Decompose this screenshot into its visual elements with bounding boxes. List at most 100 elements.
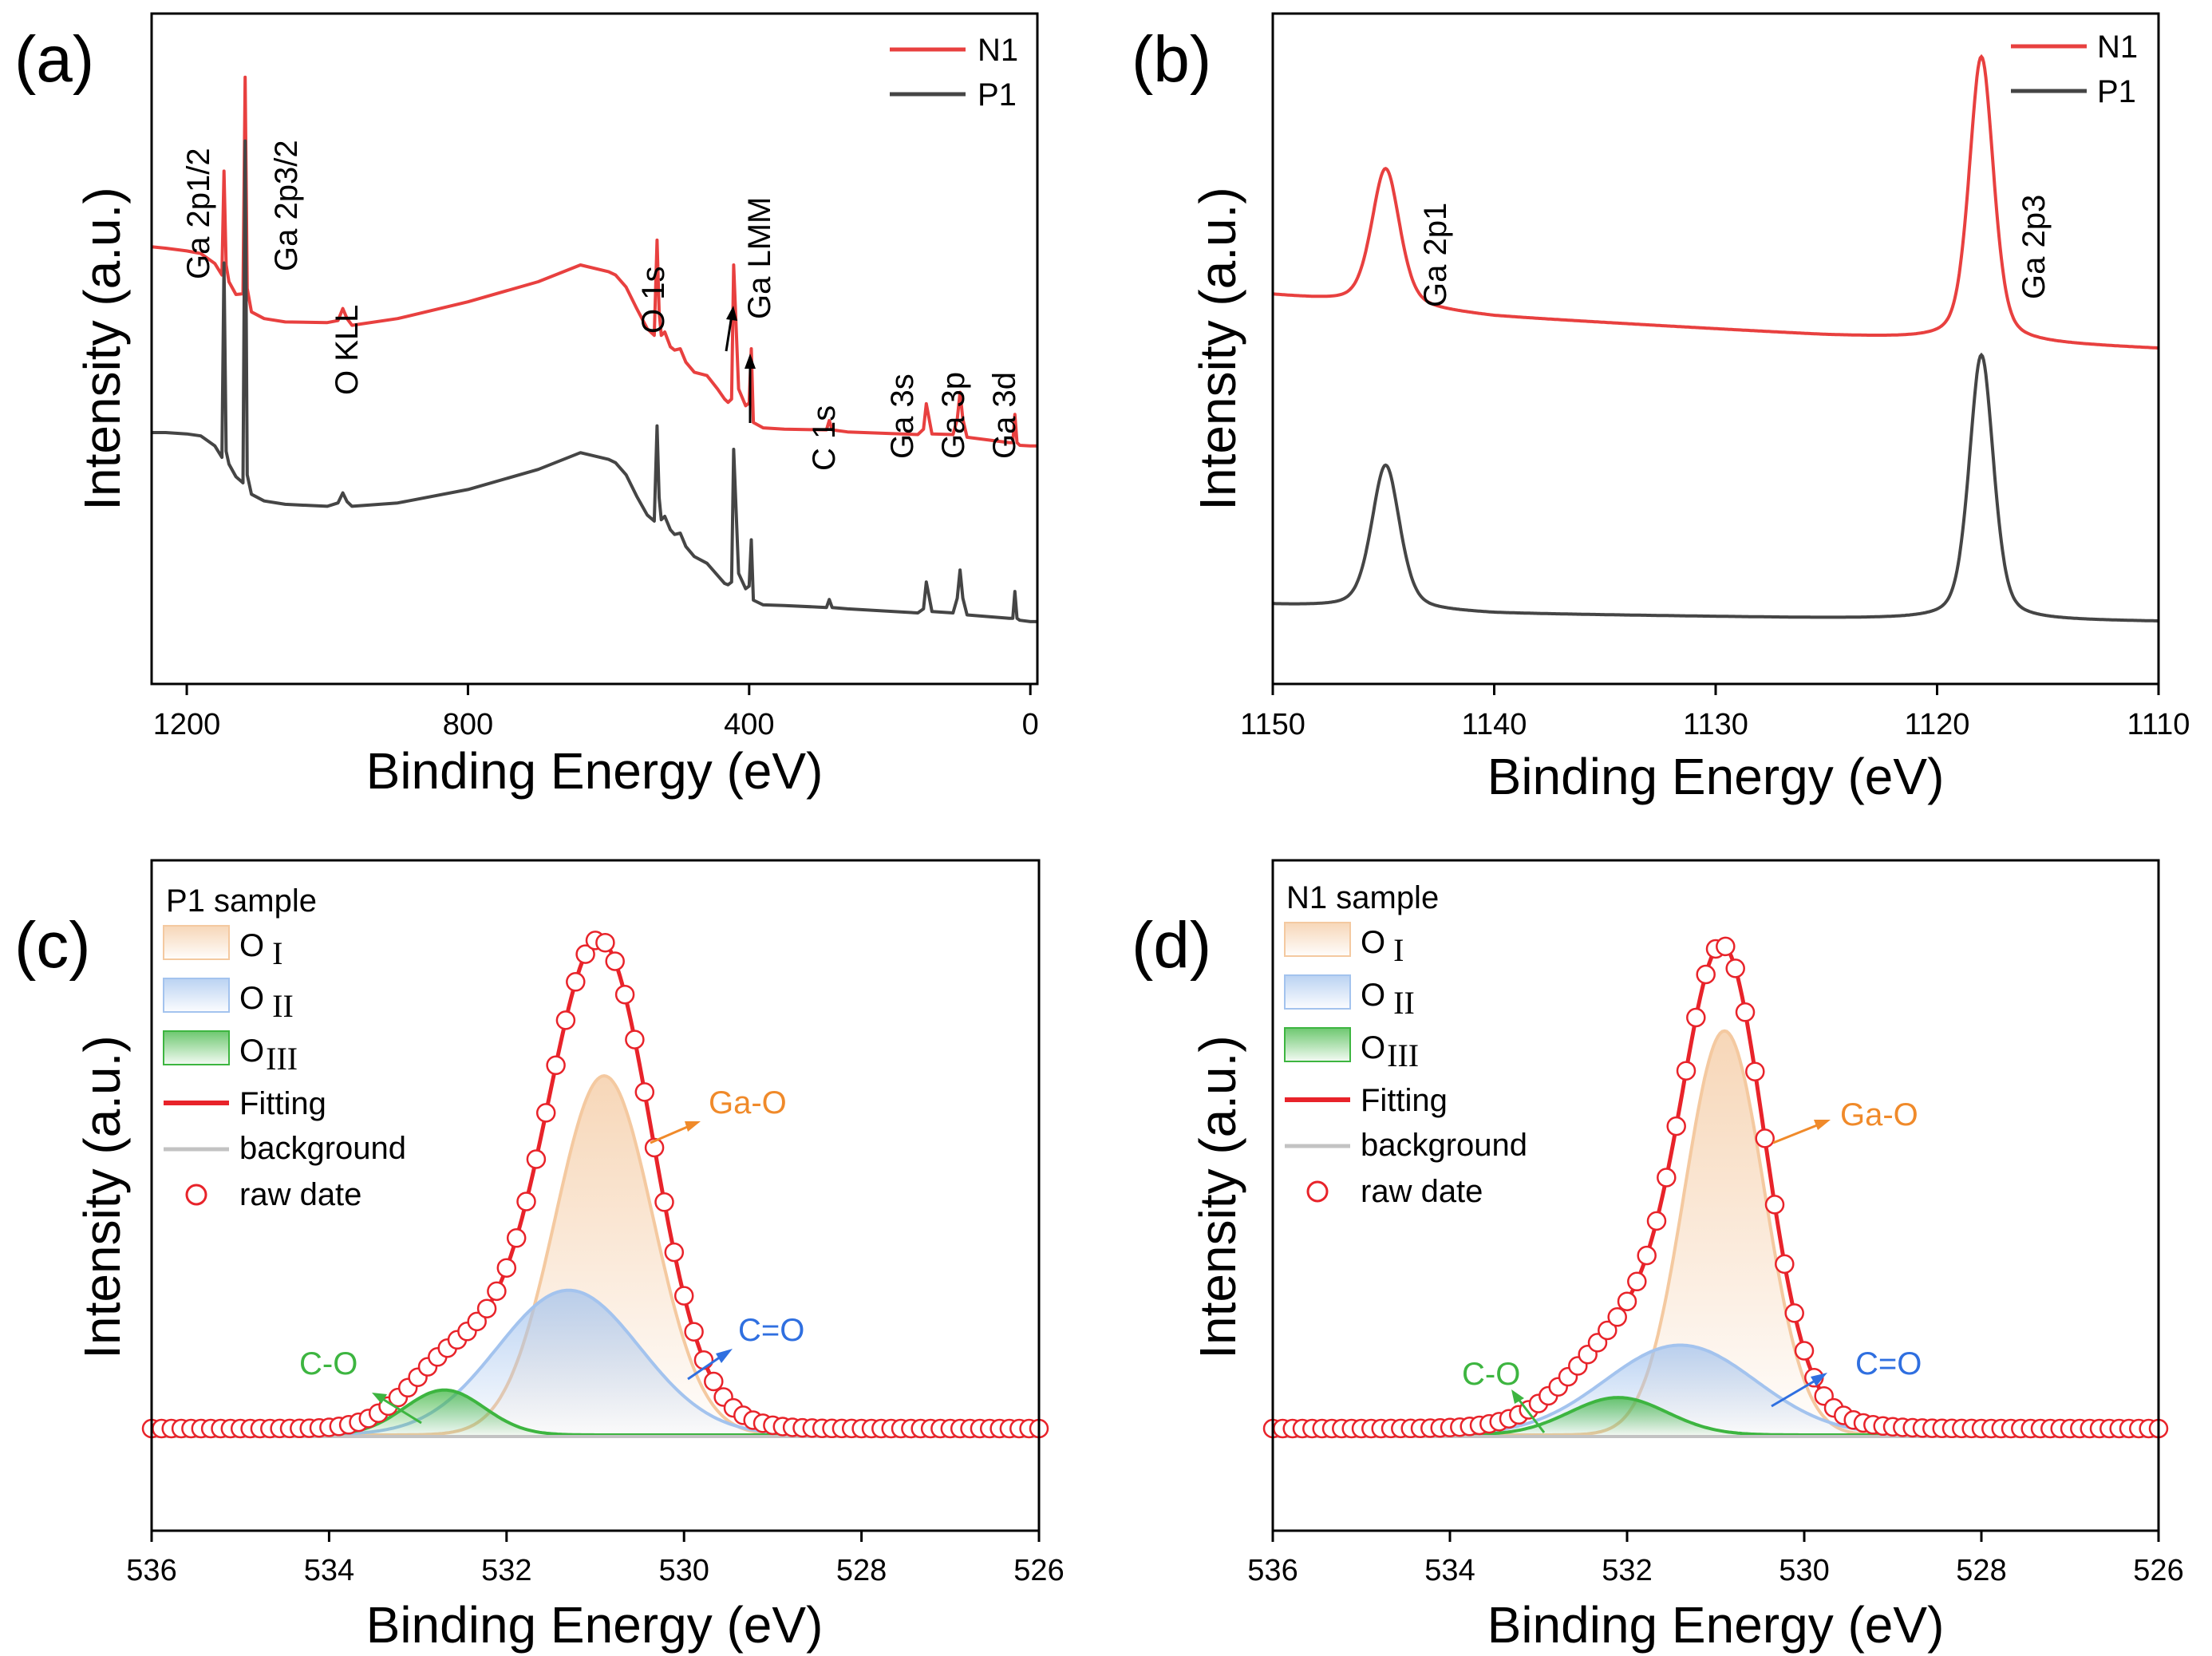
raw-data-point	[1794, 1341, 1815, 1361]
raw-data-point	[595, 932, 615, 953]
y-axis-label: Intensity (a.u.)	[1189, 1035, 1246, 1359]
raw-data-point	[614, 984, 635, 1005]
series-group	[151, 75, 1037, 623]
plot-frame	[150, 12, 1039, 686]
legend-swatch-raw	[185, 1184, 207, 1206]
arrow-head	[745, 354, 756, 369]
raw-data-point	[1725, 958, 1745, 978]
series-group	[1262, 936, 2169, 1439]
component-fill-2	[152, 1290, 1039, 1435]
legend-label-o3: OIII	[239, 1034, 298, 1077]
legend-title: P1 sample	[166, 883, 317, 919]
legend-label-fitting: Fitting	[239, 1086, 326, 1121]
legend-label-p1: P1	[978, 77, 1017, 113]
annotation-c-eq-o: C=O	[1855, 1346, 1922, 1381]
raw-data-point	[654, 1192, 674, 1212]
legend-o3-sub: III	[1387, 1037, 1419, 1073]
legend-swatch-o2	[1284, 974, 1351, 1010]
x-tick-label: 1150	[1240, 708, 1305, 741]
legend-swatch-o1	[163, 925, 230, 960]
x-tick-label: 400	[724, 708, 774, 741]
raw-data-point	[476, 1298, 497, 1318]
raw-data-point	[1607, 1307, 1627, 1327]
raw-data-point	[1666, 1116, 1686, 1136]
legend-swatch-o1	[1284, 922, 1351, 957]
arrow-c-eq-o	[687, 1354, 724, 1381]
arrow-ga-o	[1772, 1122, 1822, 1144]
arrow-c-o	[1516, 1397, 1546, 1433]
annotation-ga-3p: Ga 3p	[936, 372, 971, 459]
legend-swatch-o2	[163, 978, 230, 1013]
raw-data-point	[644, 1137, 665, 1158]
raw-data-point	[1686, 1007, 1706, 1028]
x-ticks: 536 534 532 530 528 526	[1247, 1531, 2184, 1587]
x-tick-label: 528	[836, 1554, 887, 1587]
legend-o1-sub: I	[1393, 932, 1404, 968]
legend-o3-main: O	[1361, 1030, 1385, 1065]
raw-data-point	[1637, 1245, 1657, 1266]
x-tick-label: 1110	[2127, 708, 2190, 741]
y-axis-label: Intensity (a.u.)	[73, 187, 131, 511]
raw-data-point	[1657, 1168, 1677, 1188]
raw-data-point	[1627, 1271, 1647, 1292]
legend-o3-sub: III	[266, 1041, 298, 1077]
panel-b: (b) 1150 1140 1130 1120 1110 Binding Energy …	[1132, 12, 2190, 805]
annotation-o-1s: O 1s	[636, 267, 671, 334]
x-ticks: 1150 1140 1130 1120 1110	[1240, 684, 2190, 741]
legend-label-n1: N1	[2097, 30, 2138, 65]
legend-swatch-o3	[1284, 1027, 1351, 1062]
legend-label-p1: P1	[2097, 74, 2136, 109]
raw-data-point	[634, 1082, 655, 1102]
legend-title: N1 sample	[1286, 880, 1439, 915]
raw-data-point	[1646, 1211, 1667, 1231]
raw-data-point	[664, 1242, 685, 1263]
legend-o1-main: O	[239, 928, 264, 963]
raw-data-point	[546, 1055, 566, 1076]
series-line-n1	[1272, 53, 2159, 350]
arrow-c-eq-o	[1771, 1377, 1819, 1408]
legend-o2-main: O	[239, 981, 264, 1016]
raw-data-point	[575, 944, 595, 964]
annotation-ga-2p1-2: Ga 2p1/2	[181, 148, 216, 279]
annotation-ga-o: Ga-O	[1840, 1097, 1918, 1132]
legend-swatch-o3	[163, 1030, 230, 1065]
arrow-ga-lmm-1	[725, 314, 733, 352]
x-ticks: 1200 800 400 0	[153, 684, 1039, 741]
arrow-head	[1814, 1120, 1831, 1130]
plot-frame	[1271, 859, 2160, 1532]
series-line-p1	[1273, 352, 2159, 622]
raw-data-point	[684, 1322, 704, 1342]
raw-data-point	[496, 1258, 517, 1278]
legend-label-background: background	[1361, 1128, 1527, 1163]
legend-o2-sub: II	[1393, 985, 1415, 1021]
raw-data-point	[516, 1192, 536, 1211]
y-axis-label: Intensity (a.u.)	[73, 1035, 131, 1359]
legend-o2-main: O	[1361, 978, 1385, 1013]
annotation-o-kll: O KLL	[330, 305, 365, 395]
legend-label-o3: OIII	[1361, 1030, 1419, 1073]
legend-o2-sub: II	[272, 988, 294, 1024]
plot-frame	[150, 859, 1041, 1532]
arrow-head	[372, 1393, 387, 1404]
x-tick-label: 532	[481, 1554, 531, 1587]
x-tick-label: 526	[1013, 1554, 1064, 1587]
x-tick-label: 0	[1022, 708, 1039, 741]
raw-data-point	[1745, 1061, 1765, 1081]
legend-label-raw: raw date	[1361, 1174, 1483, 1209]
x-tick-label: 530	[1779, 1554, 1829, 1587]
raw-data-point	[1598, 1320, 1618, 1341]
annotation-ga-o: Ga-O	[709, 1085, 787, 1120]
raw-data-point	[1617, 1291, 1637, 1311]
raw-data-point	[526, 1149, 547, 1169]
x-tick-label: 532	[1602, 1554, 1652, 1587]
annotation-ga-lmm: Ga LMM	[742, 197, 777, 319]
raw-data-point	[704, 1371, 724, 1392]
x-axis-label: Binding Energy (eV)	[366, 1596, 824, 1654]
arrow-head	[726, 306, 737, 321]
plot-frame	[1271, 12, 2160, 686]
arrow-ga-o	[650, 1124, 692, 1144]
legend-label-o2: O II	[1361, 978, 1415, 1021]
